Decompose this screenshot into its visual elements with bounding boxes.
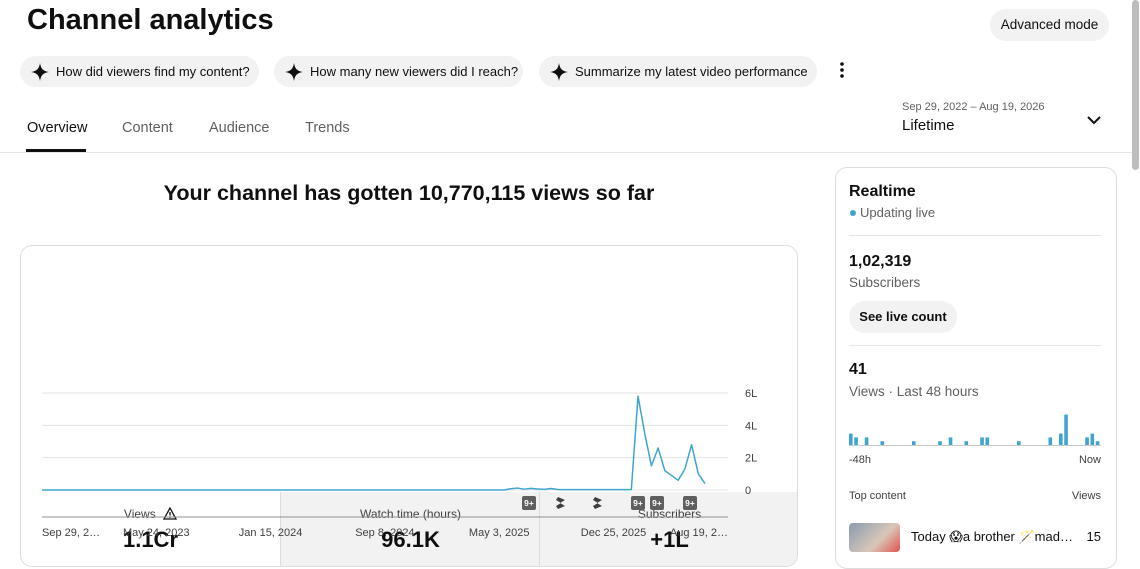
marker-label: 9+: [524, 498, 534, 508]
mini-bar: [980, 437, 984, 445]
mini-bar: [1064, 414, 1068, 445]
prompt-text: How did viewers find my content?: [56, 64, 250, 79]
mini-bar: [880, 441, 885, 445]
tab[interactable]: Trends: [305, 120, 350, 136]
metric-value: 96.1K: [381, 527, 440, 552]
metric-value: 1.1Cr: [122, 527, 179, 552]
video-title[interactable]: Today 😱a brother 🪄mad…: [911, 529, 1073, 544]
realtime-views-label: Views · Last 48 hours: [849, 384, 979, 399]
shorts-icon: [556, 497, 565, 509]
realtime-status: Updating live: [860, 205, 936, 220]
video-thumbnail[interactable]: [849, 523, 900, 552]
y-tick-label: 6L: [745, 388, 757, 400]
mini-bar: [985, 437, 990, 445]
video-views: 15: [1086, 529, 1101, 544]
live-dot: [850, 210, 856, 216]
upload-marker: 9+: [631, 496, 645, 510]
prompt-text: How many new viewers did I reach?: [310, 64, 519, 79]
mini-bar: [1059, 433, 1063, 445]
tab[interactable]: Content: [122, 120, 173, 136]
start-label: -48h: [849, 454, 872, 466]
x-tick-label: Aug 19, 2…: [670, 527, 728, 539]
upload-marker: 9+: [650, 496, 664, 510]
marker-box: [683, 496, 697, 510]
mini-bar: [948, 437, 953, 445]
see-live-count-button[interactable]: See live count: [849, 301, 957, 333]
prompt-chip[interactable]: How did viewers find my content?: [20, 56, 259, 87]
mini-bar: [1017, 441, 1021, 445]
active-tab-indicator: [26, 149, 86, 152]
headline: Your channel has gotten 10,770,115 views…: [163, 181, 655, 205]
y-tick-label: 4L: [745, 420, 757, 432]
metric-value: +1L: [650, 527, 689, 552]
upload-marker: 9+: [683, 496, 697, 510]
prompt-chip[interactable]: Summarize my latest video performance: [539, 56, 817, 87]
mini-bar: [1085, 437, 1089, 445]
sparkle-icon: [31, 63, 49, 81]
divider: [849, 345, 1101, 346]
x-tick-label: May 3, 2025: [469, 527, 530, 539]
y-tick-label: 2L: [745, 453, 757, 465]
mini-bar: [938, 441, 942, 445]
sparkle-icon: [550, 63, 568, 81]
mini-bar: [864, 437, 869, 445]
divider: [849, 235, 1101, 236]
mini-bar: [849, 433, 853, 445]
views-column-label: Views: [1071, 490, 1101, 502]
realtime-views: 41: [849, 361, 867, 378]
mini-bar: [964, 441, 969, 445]
end-label: Now: [1078, 454, 1101, 466]
mini-bar: [1090, 433, 1095, 445]
marker-box: [650, 496, 664, 510]
divider: [0, 152, 1132, 153]
views-chart: 0 2L 4L 6L Sep 29, 2… May 24, 2023 Jan 15, 202…: [42, 388, 1101, 539]
x-tick-label: May 24, 2023: [123, 527, 190, 539]
dropdown-chevron[interactable]: [1086, 113, 1102, 127]
prompt-chip[interactable]: How many new viewers did I reach?: [274, 56, 523, 87]
marker-box: [522, 496, 536, 510]
tab-overview[interactable]: Overview: [27, 120, 88, 136]
more-menu[interactable]: [834, 60, 850, 80]
views-line: [42, 395, 706, 491]
x-tick-label: Sep 8, 2024: [355, 527, 414, 539]
marker-label: 9+: [685, 498, 695, 508]
prompt-text: Summarize my latest video performance: [575, 64, 808, 79]
mini-bar: [1095, 441, 1100, 445]
upload-marker: 9+: [522, 496, 536, 510]
marker-box: [631, 496, 645, 510]
x-tick-label: Dec 25, 2025: [581, 527, 646, 539]
date-range: Sep 29, 2022 – Aug 19, 2026: [902, 101, 1045, 113]
x-tick-label: Jan 15, 2024: [239, 527, 303, 539]
top-content-label: Top content: [849, 490, 906, 502]
tab[interactable]: Audience: [209, 120, 270, 136]
subscriber-count: 1,02,319: [849, 253, 912, 270]
date-range-label[interactable]: Lifetime: [902, 117, 955, 134]
x-tick-label: Sep 29, 2…: [42, 527, 100, 539]
mini-bar: [854, 437, 858, 445]
scrollbar[interactable]: [1132, 0, 1139, 170]
mini-bar: [1048, 437, 1053, 445]
y-tick-label: 0: [745, 485, 751, 497]
marker-label: 9+: [652, 498, 662, 508]
subscriber-label: Subscribers: [849, 275, 921, 290]
sparkle-icon: [285, 63, 303, 81]
page-title: Channel analytics: [27, 4, 274, 36]
shorts-icon: [593, 497, 602, 509]
marker-label: 9+: [633, 498, 643, 508]
mini-bar: [912, 441, 916, 445]
advanced-mode-button[interactable]: Advanced mode: [990, 9, 1109, 41]
realtime-title: Realtime: [849, 183, 916, 200]
